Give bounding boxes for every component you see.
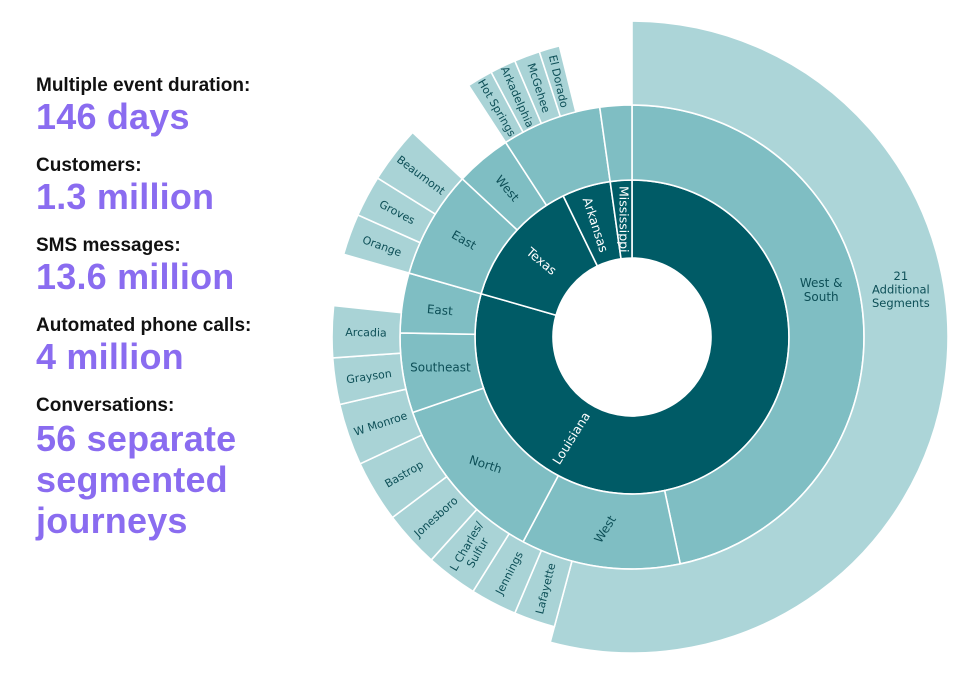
sunburst-label-la-southeast: Southeast — [410, 361, 471, 375]
stat-duration-label: Multiple event duration: — [36, 75, 251, 96]
sunburst-segment-el-dorado — [538, 44, 577, 118]
stat-calls-label: Automated phone calls: — [36, 315, 252, 336]
sunburst-label-additional-segments: 21 Additional Segments — [872, 269, 930, 310]
sunburst-label-mississippi: Mississippi — [616, 186, 631, 253]
stat-sms-value: 13.6 million — [36, 256, 235, 297]
sunburst-label-arcadia: Arcadia — [345, 326, 387, 340]
sunburst-segment-ms-level2 — [598, 104, 633, 183]
stat-conversations-value: 56 separate segmented journeys — [36, 418, 237, 541]
sunburst-label-grayson: Grayson — [345, 367, 392, 386]
stat-calls-value: 4 million — [36, 336, 184, 377]
stat-customers-label: Customers: — [36, 155, 142, 176]
stat-conversations-label: Conversations: — [36, 395, 175, 416]
stat-customers-value: 1.3 million — [36, 176, 215, 217]
stats-panel: Multiple event duration: 146 days Custom… — [36, 74, 336, 559]
sunburst-segment-additional-segments — [549, 20, 949, 654]
sunburst-segment-arcadia — [331, 304, 403, 359]
sunburst-label-la-east: East — [426, 302, 453, 318]
stat-sms-label: SMS messages: — [36, 235, 181, 256]
sunburst-segment-beaumont — [376, 131, 464, 216]
sunburst-label-west-south: West & South — [800, 276, 843, 304]
stat-duration-value: 146 days — [36, 96, 190, 137]
